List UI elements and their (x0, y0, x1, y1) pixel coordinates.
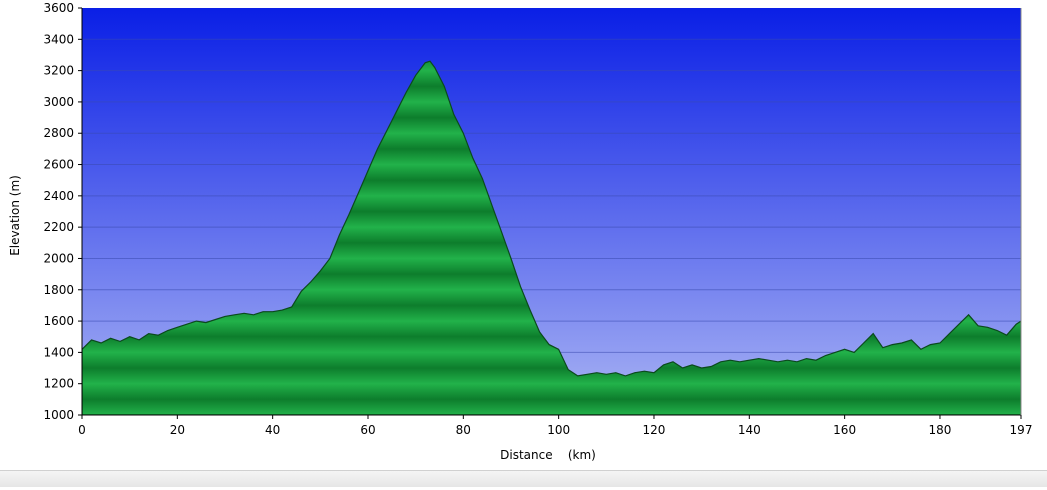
y-tick-label-3600: 3600 (43, 1, 74, 15)
y-tick-label-1600: 1600 (43, 314, 74, 328)
x-tick-label-100: 100 (547, 423, 570, 437)
x-tick-label-20: 20 (170, 423, 185, 437)
y-tick-label-3200: 3200 (43, 64, 74, 78)
x-tick-label-0: 0 (78, 423, 86, 437)
x-tick-label-120: 120 (643, 423, 666, 437)
x-tick-label-160: 160 (833, 423, 856, 437)
y-tick-label-2800: 2800 (43, 126, 74, 140)
axes (81, 8, 1022, 416)
y-tick-label-1800: 1800 (43, 283, 74, 297)
x-tick-label-60: 60 (360, 423, 375, 437)
x-tick-label-80: 80 (456, 423, 471, 437)
x-tick-label-197: 197 (1010, 423, 1033, 437)
x-tick-label-180: 180 (929, 423, 952, 437)
y-tick-label-2400: 2400 (43, 189, 74, 203)
y-tick-label-3400: 3400 (43, 32, 74, 46)
y-tick-label-2600: 2600 (43, 158, 74, 172)
window-bottom-strip (0, 470, 1047, 487)
y-tick-label-2200: 2200 (43, 220, 74, 234)
elevation-area (82, 60, 1021, 415)
y-tick-label-1200: 1200 (43, 377, 74, 391)
x-tick-label-140: 140 (738, 423, 761, 437)
x-axis-tick-labels: 0 20 40 60 80 100 120 140 160 180 197 (78, 415, 1032, 437)
x-tick-label-40: 40 (265, 423, 280, 437)
y-tick-label-3000: 3000 (43, 95, 74, 109)
y-tick-label-1000: 1000 (43, 408, 74, 422)
y-axis-tick-labels: 1000 1200 1400 1600 1800 2000 2200 2400 2600 2800… (43, 1, 82, 422)
y-tick-label-1400: 1400 (43, 345, 74, 359)
x-axis-label: Distance (km) (500, 448, 596, 462)
terrain-area-series (82, 60, 1021, 415)
y-axis-label: Elevation (m) (8, 175, 22, 256)
y-tick-label-2000: 2000 (43, 251, 74, 265)
